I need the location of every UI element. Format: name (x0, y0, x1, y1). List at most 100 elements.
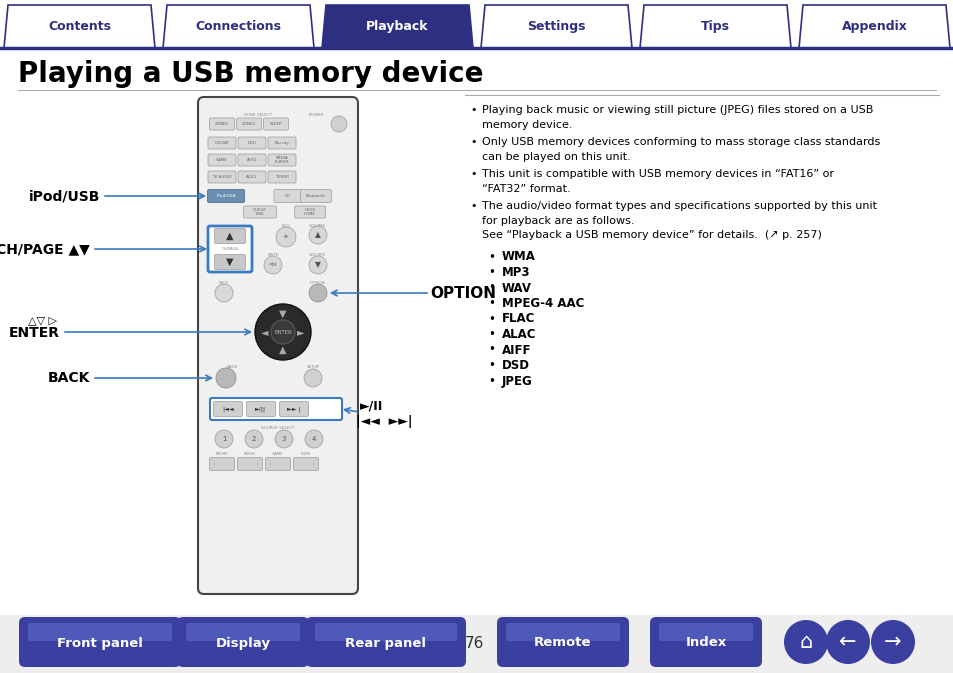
FancyBboxPatch shape (208, 190, 244, 203)
Text: CD: CD (285, 194, 291, 198)
FancyBboxPatch shape (306, 617, 465, 667)
Text: 76: 76 (464, 635, 483, 651)
Text: |◄◄: |◄◄ (222, 406, 233, 412)
Text: iPod/USB: iPod/USB (216, 194, 235, 198)
Text: ⊲×: ⊲× (268, 262, 277, 267)
Text: ALAC: ALAC (501, 328, 536, 341)
Circle shape (214, 284, 233, 302)
Text: POWER: POWER (308, 113, 323, 117)
Text: CH/PAGE: CH/PAGE (221, 247, 238, 251)
Text: ENTER: ENTER (274, 330, 292, 334)
Text: ▲: ▲ (314, 230, 320, 240)
Text: SOURCE SELECT: SOURCE SELECT (261, 426, 294, 430)
Text: WAV: WAV (501, 281, 532, 295)
Circle shape (783, 620, 827, 664)
FancyBboxPatch shape (294, 458, 318, 470)
Text: ZONE2: ZONE2 (242, 122, 255, 126)
Text: ▼: ▼ (314, 260, 320, 269)
Text: ZONE SELECT: ZONE SELECT (244, 113, 272, 117)
FancyBboxPatch shape (28, 623, 172, 641)
Text: 1: 1 (221, 436, 226, 442)
FancyBboxPatch shape (210, 458, 234, 470)
Text: ◄: ◄ (261, 327, 269, 337)
Text: MOVIE: MOVIE (215, 452, 228, 456)
Text: ENTER: ENTER (9, 326, 60, 340)
Text: Connections: Connections (195, 20, 281, 33)
Text: ZONE1: ZONE1 (214, 122, 229, 126)
FancyBboxPatch shape (236, 118, 261, 130)
Text: ←: ← (839, 632, 856, 652)
FancyBboxPatch shape (237, 154, 266, 166)
Text: for playback are as follows.: for playback are as follows. (481, 215, 634, 225)
Text: WMA: WMA (501, 250, 536, 264)
Circle shape (309, 256, 327, 274)
Text: “FAT32” format.: “FAT32” format. (481, 184, 570, 194)
Text: MP3: MP3 (501, 266, 530, 279)
Text: AUX1: AUX1 (247, 158, 257, 162)
FancyBboxPatch shape (208, 154, 235, 166)
Circle shape (271, 320, 294, 344)
Text: Appendix: Appendix (841, 20, 906, 33)
FancyBboxPatch shape (274, 190, 302, 203)
Text: can be played on this unit.: can be played on this unit. (481, 151, 630, 162)
Text: Tips: Tips (700, 20, 729, 33)
Text: Display: Display (215, 637, 271, 649)
Text: 4: 4 (312, 436, 315, 442)
FancyBboxPatch shape (186, 623, 299, 641)
Text: ECO: ECO (281, 224, 290, 228)
Text: FLAC: FLAC (501, 312, 535, 326)
Text: TV AUDIO: TV AUDIO (212, 175, 232, 179)
Text: See “Playback a USB memory device” for details.  (↗ p. 257): See “Playback a USB memory device” for d… (481, 230, 821, 240)
Circle shape (264, 256, 282, 274)
Text: ▼: ▼ (226, 257, 233, 267)
Text: Bluetooth: Bluetooth (306, 194, 326, 198)
Text: DVD: DVD (247, 141, 256, 145)
Text: The audio/video format types and specifications supported by this unit: The audio/video format types and specifi… (481, 201, 876, 211)
Text: VOLUME: VOLUME (309, 253, 326, 257)
Polygon shape (4, 5, 154, 48)
FancyBboxPatch shape (208, 137, 235, 149)
Text: •: • (470, 105, 476, 115)
Polygon shape (480, 5, 631, 48)
Text: •: • (488, 359, 495, 372)
Text: GAME: GAME (272, 452, 283, 456)
Text: •: • (488, 281, 495, 295)
FancyBboxPatch shape (294, 206, 325, 218)
FancyBboxPatch shape (237, 137, 266, 149)
Text: This unit is compatible with USB memory devices in “FAT16” or: This unit is compatible with USB memory … (481, 169, 833, 179)
FancyBboxPatch shape (213, 402, 242, 417)
FancyBboxPatch shape (243, 206, 276, 218)
FancyBboxPatch shape (659, 623, 752, 641)
Text: ►/||: ►/|| (255, 406, 266, 412)
Text: Playback: Playback (366, 20, 428, 33)
FancyBboxPatch shape (214, 229, 245, 244)
Circle shape (215, 368, 235, 388)
Text: ►► |: ►► | (287, 406, 300, 412)
Circle shape (245, 430, 263, 448)
Circle shape (825, 620, 869, 664)
Text: Rear panel: Rear panel (345, 637, 426, 649)
FancyBboxPatch shape (265, 458, 291, 470)
Text: CH/PAGE ▲▼: CH/PAGE ▲▼ (0, 242, 90, 256)
FancyBboxPatch shape (263, 118, 288, 130)
Text: Remote: Remote (534, 637, 591, 649)
Circle shape (275, 227, 295, 247)
FancyBboxPatch shape (177, 617, 309, 667)
Text: ⌂: ⌂ (799, 632, 812, 652)
Text: •: • (488, 266, 495, 279)
FancyBboxPatch shape (214, 254, 245, 269)
Text: •: • (488, 328, 495, 341)
Text: Playing back music or viewing still picture (JPEG) files stored on a USB: Playing back music or viewing still pict… (481, 105, 872, 115)
Text: •: • (488, 343, 495, 357)
Text: CD/SAT: CD/SAT (214, 141, 230, 145)
Text: HEOS
HOME: HEOS HOME (304, 208, 315, 216)
FancyBboxPatch shape (268, 171, 295, 183)
Text: ▲: ▲ (226, 231, 233, 241)
Text: Index: Index (684, 637, 726, 649)
FancyBboxPatch shape (208, 226, 252, 272)
Text: AIFF: AIFF (501, 343, 531, 357)
Circle shape (214, 430, 233, 448)
Text: VOLUME: VOLUME (309, 224, 326, 228)
Text: JPEG: JPEG (501, 374, 532, 388)
Circle shape (870, 620, 914, 664)
